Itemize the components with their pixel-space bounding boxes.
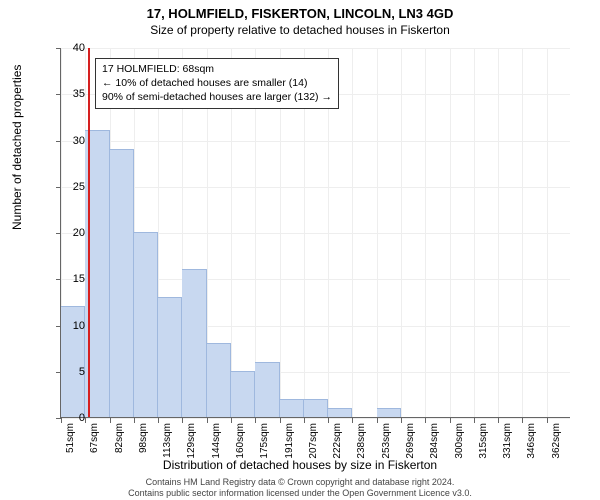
gridline-h: [61, 187, 570, 188]
xtick-mark: [110, 418, 111, 423]
xtick-label: 315sqm: [478, 423, 489, 459]
xtick-label: 175sqm: [259, 423, 270, 459]
histogram-bar: [158, 297, 182, 417]
histogram-bar: [207, 343, 231, 417]
xtick-label: 284sqm: [429, 423, 440, 459]
xtick-label: 331sqm: [502, 423, 513, 459]
xtick-mark: [207, 418, 208, 423]
xtick-label: 113sqm: [162, 423, 173, 458]
footer-line-2: Contains public sector information licen…: [0, 488, 600, 499]
ytick-label: 15: [55, 273, 85, 285]
annotation-line: 90% of semi-detached houses are larger (…: [102, 90, 332, 104]
xtick-mark: [401, 418, 402, 423]
gridline-v: [498, 48, 499, 417]
gridline-v: [377, 48, 378, 417]
histogram-bar: [328, 408, 352, 417]
xtick-mark: [85, 418, 86, 423]
xtick-mark: [158, 418, 159, 423]
xtick-label: 82sqm: [114, 423, 125, 453]
xtick-label: 362sqm: [551, 423, 562, 459]
xtick-label: 222sqm: [332, 423, 343, 459]
xtick-mark: [377, 418, 378, 423]
ytick-label: 5: [55, 366, 85, 378]
xtick-mark: [547, 418, 548, 423]
ytick-label: 40: [55, 42, 85, 54]
histogram-bar: [255, 362, 279, 418]
chart-container: 17, HOLMFIELD, FISKERTON, LINCOLN, LN3 4…: [0, 0, 600, 500]
gridline-v: [352, 48, 353, 417]
histogram-bar: [304, 399, 328, 418]
xtick-label: 300sqm: [454, 423, 465, 459]
gridline-v: [474, 48, 475, 417]
annotation-line: ← 10% of detached houses are smaller (14…: [102, 76, 332, 90]
xtick-mark: [522, 418, 523, 423]
footer-line-1: Contains HM Land Registry data © Crown c…: [0, 477, 600, 488]
xtick-label: 238sqm: [356, 423, 367, 459]
ytick-label: 0: [55, 412, 85, 424]
chart-title-sub: Size of property relative to detached ho…: [0, 21, 600, 37]
xtick-label: 67sqm: [89, 423, 100, 453]
xtick-mark: [425, 418, 426, 423]
gridline-v: [425, 48, 426, 417]
xtick-mark: [134, 418, 135, 423]
xtick-mark: [498, 418, 499, 423]
xtick-label: 51sqm: [65, 423, 76, 453]
histogram-bar: [377, 408, 401, 417]
xtick-label: 160sqm: [235, 423, 246, 459]
histogram-bar: [182, 269, 206, 417]
marker-line: [88, 48, 90, 417]
xtick-label: 253sqm: [381, 423, 392, 459]
gridline-v: [450, 48, 451, 417]
x-axis-label: Distribution of detached houses by size …: [0, 458, 600, 472]
gridline-v: [547, 48, 548, 417]
y-axis-label: Number of detached properties: [10, 65, 24, 230]
xtick-mark: [328, 418, 329, 423]
gridline-h: [61, 418, 570, 419]
xtick-label: 269sqm: [405, 423, 416, 459]
gridline-v: [401, 48, 402, 417]
histogram-bar: [231, 371, 255, 417]
chart-title-main: 17, HOLMFIELD, FISKERTON, LINCOLN, LN3 4…: [0, 0, 600, 21]
xtick-label: 191sqm: [284, 423, 295, 459]
ytick-label: 20: [55, 227, 85, 239]
annotation-line: 17 HOLMFIELD: 68sqm: [102, 62, 332, 76]
annotation-box: 17 HOLMFIELD: 68sqm← 10% of detached hou…: [95, 58, 339, 109]
ytick-label: 35: [55, 88, 85, 100]
xtick-label: 129sqm: [186, 423, 197, 459]
chart-area: 51sqm67sqm82sqm98sqm113sqm129sqm144sqm16…: [60, 48, 570, 418]
xtick-mark: [304, 418, 305, 423]
xtick-mark: [474, 418, 475, 423]
xtick-label: 346sqm: [526, 423, 537, 459]
histogram-bar: [280, 399, 304, 418]
xtick-label: 144sqm: [211, 423, 222, 459]
histogram-bar: [110, 149, 134, 417]
xtick-label: 98sqm: [138, 423, 149, 453]
ytick-label: 30: [55, 135, 85, 147]
xtick-label: 207sqm: [308, 423, 319, 459]
ytick-label: 25: [55, 181, 85, 193]
xtick-mark: [280, 418, 281, 423]
footer-attribution: Contains HM Land Registry data © Crown c…: [0, 477, 600, 499]
xtick-mark: [352, 418, 353, 423]
xtick-mark: [255, 418, 256, 423]
histogram-bar: [134, 232, 158, 417]
gridline-v: [522, 48, 523, 417]
xtick-mark: [450, 418, 451, 423]
gridline-h: [61, 141, 570, 142]
xtick-mark: [231, 418, 232, 423]
xtick-mark: [182, 418, 183, 423]
ytick-label: 10: [55, 320, 85, 332]
gridline-h: [61, 48, 570, 49]
